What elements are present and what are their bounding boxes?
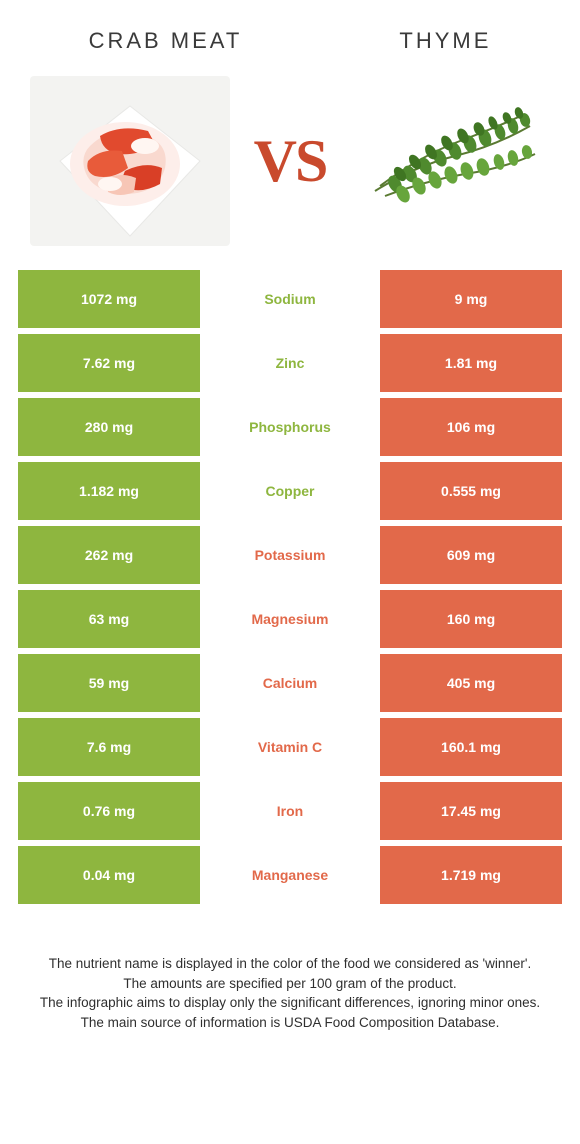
nutrient-row: 0.04 mgManganese1.719 mg	[18, 846, 562, 904]
nutrient-label: Zinc	[200, 334, 380, 392]
nutrient-label: Vitamin C	[200, 718, 380, 776]
nutrient-row: 63 mgMagnesium160 mg	[18, 590, 562, 648]
title-left: CRAB MEAT	[89, 28, 243, 54]
nutrient-row: 7.62 mgZinc1.81 mg	[18, 334, 562, 392]
nutrient-label: Copper	[200, 462, 380, 520]
nutrient-row: 262 mgPotassium609 mg	[18, 526, 562, 584]
nutrient-label: Potassium	[200, 526, 380, 584]
right-value: 609 mg	[380, 526, 562, 584]
nutrient-row: 59 mgCalcium405 mg	[18, 654, 562, 712]
left-value: 0.76 mg	[18, 782, 200, 840]
right-value: 1.719 mg	[380, 846, 562, 904]
nutrient-label: Sodium	[200, 270, 380, 328]
nutrient-row: 7.6 mgVitamin C160.1 mg	[18, 718, 562, 776]
footer-notes: The nutrient name is displayed in the co…	[0, 910, 580, 1032]
left-value: 1.182 mg	[18, 462, 200, 520]
left-value: 1072 mg	[18, 270, 200, 328]
nutrient-row: 280 mgPhosphorus106 mg	[18, 398, 562, 456]
right-value: 0.555 mg	[380, 462, 562, 520]
footer-line: The infographic aims to display only the…	[28, 993, 552, 1013]
nutrient-row: 1.182 mgCopper0.555 mg	[18, 462, 562, 520]
nutrient-label: Magnesium	[200, 590, 380, 648]
title-row: CRAB MEAT THYME	[0, 0, 580, 68]
left-value: 63 mg	[18, 590, 200, 648]
nutrient-row: 1072 mgSodium9 mg	[18, 270, 562, 328]
vs-label: VS	[254, 127, 327, 196]
right-value: 106 mg	[380, 398, 562, 456]
nutrient-label: Manganese	[200, 846, 380, 904]
right-value: 17.45 mg	[380, 782, 562, 840]
footer-line: The main source of information is USDA F…	[28, 1013, 552, 1033]
crab-meat-icon	[30, 76, 230, 246]
thyme-image	[350, 76, 550, 246]
right-value: 1.81 mg	[380, 334, 562, 392]
left-value: 262 mg	[18, 526, 200, 584]
left-value: 0.04 mg	[18, 846, 200, 904]
right-value: 405 mg	[380, 654, 562, 712]
footer-line: The amounts are specified per 100 gram o…	[28, 974, 552, 994]
title-right: THYME	[399, 28, 491, 54]
nutrient-label: Calcium	[200, 654, 380, 712]
left-value: 7.62 mg	[18, 334, 200, 392]
left-value: 59 mg	[18, 654, 200, 712]
nutrient-label: Phosphorus	[200, 398, 380, 456]
nutrient-row: 0.76 mgIron17.45 mg	[18, 782, 562, 840]
thyme-icon	[355, 96, 545, 226]
nutrient-table: 1072 mgSodium9 mg 7.62 mgZinc1.81 mg 280 m…	[0, 270, 580, 904]
left-value: 280 mg	[18, 398, 200, 456]
right-value: 9 mg	[380, 270, 562, 328]
right-value: 160.1 mg	[380, 718, 562, 776]
footer-line: The nutrient name is displayed in the co…	[28, 954, 552, 974]
nutrient-label: Iron	[200, 782, 380, 840]
hero-row: VS	[0, 68, 580, 270]
crab-meat-image	[30, 76, 230, 246]
left-value: 7.6 mg	[18, 718, 200, 776]
right-value: 160 mg	[380, 590, 562, 648]
